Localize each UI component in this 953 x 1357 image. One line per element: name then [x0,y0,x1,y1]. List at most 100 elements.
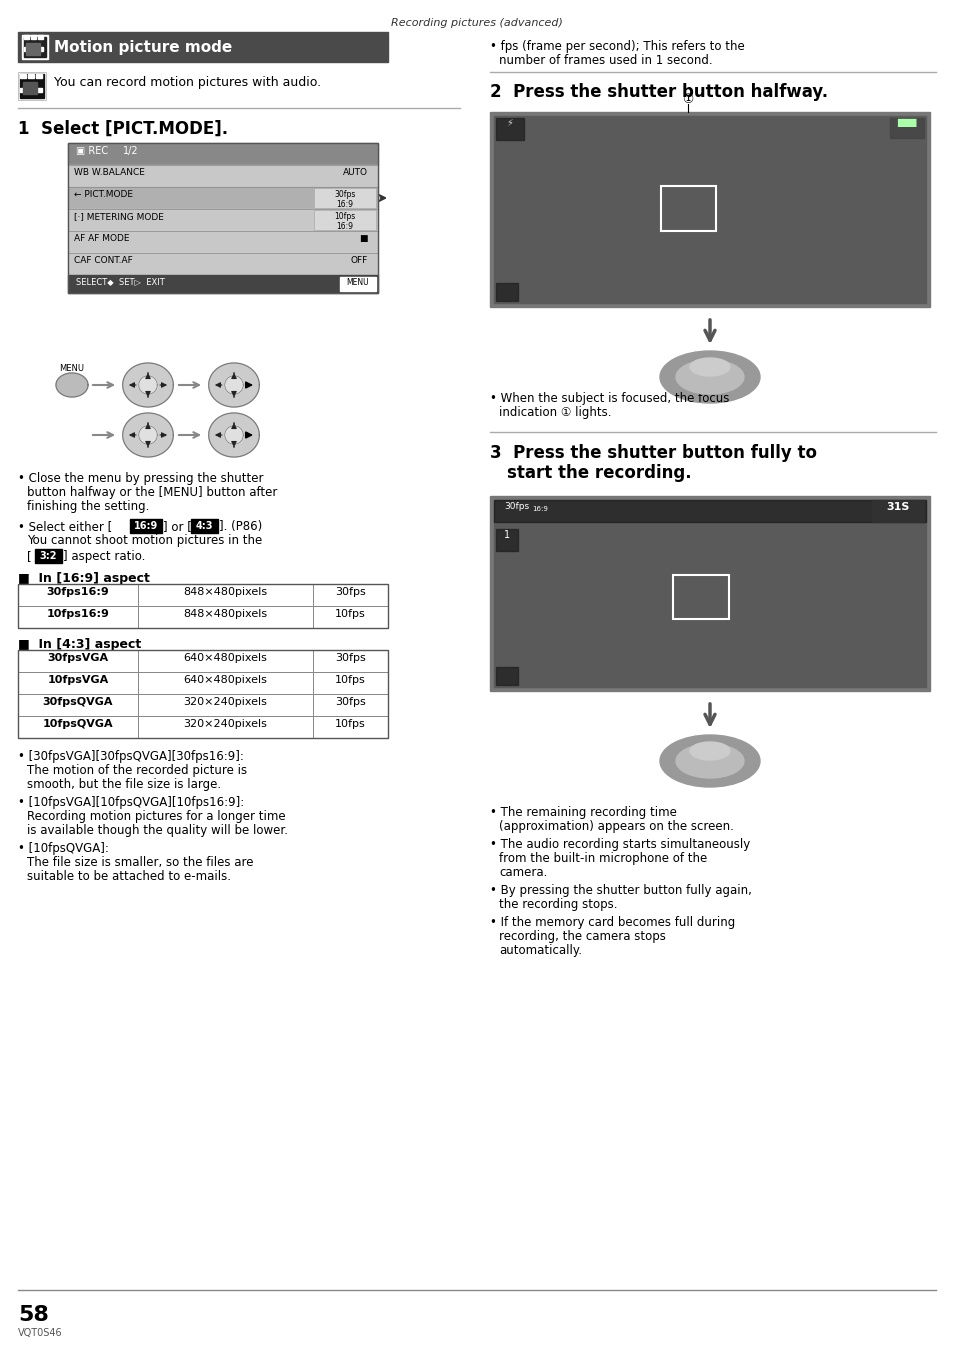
Ellipse shape [659,351,760,403]
Text: 30fps: 30fps [335,588,366,597]
Bar [24,47,29,52]
Text: Recording pictures (advanced): Recording pictures (advanced) [391,18,562,28]
Bar [18,72,46,100]
Bar [36,88,42,92]
Text: 58: 58 [18,1305,49,1324]
Text: indication ① lights.: indication ① lights. [498,406,611,419]
Text: • By pressing the shutter button fully again,: • By pressing the shutter button fully a… [490,883,751,897]
Text: The motion of the recorded picture is: The motion of the recorded picture is [27,764,247,778]
Polygon shape [225,376,243,395]
Text: VQT0S46: VQT0S46 [18,1329,63,1338]
Text: ] or [: ] or [ [163,520,192,533]
Text: Recording motion pictures for a longer time: Recording motion pictures for a longer t… [27,810,285,822]
Bar [889,118,923,138]
Text: 31S: 31S [885,502,909,512]
Text: • [30fpsVGA][30fpsQVGA][30fps16:9]:: • [30fpsVGA][30fpsQVGA][30fps16:9]: [18,750,244,763]
Bar [20,75,26,77]
Text: 10fps: 10fps [335,609,366,619]
Text: 10fpsVGA: 10fpsVGA [48,674,109,685]
Bar [191,518,218,533]
Text: 848×480pixels: 848×480pixels [183,609,267,619]
Text: • If the memory card becomes full during: • If the memory card becomes full during [490,916,735,930]
Bar [30,35,36,39]
Bar [494,499,925,687]
Text: ①: ① [681,94,693,106]
Bar [130,518,162,533]
Text: 10fps
16:9: 10fps 16:9 [334,212,355,232]
Text: smooth, but the file size is large.: smooth, but the file size is large. [27,778,221,791]
Bar [660,186,716,231]
Bar [38,35,43,39]
Text: You cannot shoot motion pictures in the: You cannot shoot motion pictures in the [27,535,262,547]
Text: (approximation) appears on the screen.: (approximation) appears on the screen. [498,820,733,833]
Text: ▣ REC: ▣ REC [76,147,114,156]
Text: 10fps16:9: 10fps16:9 [47,609,110,619]
Text: ← PICT.MODE: ← PICT.MODE [74,190,132,199]
Text: 10fps: 10fps [335,719,366,729]
Bar [18,33,388,62]
Text: 640×480pixels: 640×480pixels [183,653,267,664]
Bar [18,716,388,738]
Bar [18,584,388,628]
Text: CAF CONT.AF: CAF CONT.AF [74,256,132,265]
Text: 640×480pixels: 640×480pixels [183,674,267,685]
Bar [496,529,517,551]
Text: number of frames used in 1 second.: number of frames used in 1 second. [498,54,712,66]
Text: 2  Press the shutter button halfway.: 2 Press the shutter button halfway. [490,83,827,100]
Text: The file size is smaller, so the files are: The file size is smaller, so the files a… [27,856,253,868]
Text: ■: ■ [359,233,368,243]
Ellipse shape [659,735,760,787]
Bar [314,189,375,208]
Text: start the recording.: start the recording. [506,464,691,482]
Text: camera.: camera. [498,866,547,879]
Text: • Select either [: • Select either [ [18,520,112,533]
Text: 30fps: 30fps [335,697,366,707]
Ellipse shape [689,742,729,760]
Text: 30fpsVGA: 30fpsVGA [48,653,109,664]
Bar [494,115,925,303]
Text: 16:9: 16:9 [133,521,158,531]
Text: 1  Select [PICT.MODE].: 1 Select [PICT.MODE]. [18,119,228,138]
Text: 10fps: 10fps [335,674,366,685]
Text: 30fps
16:9: 30fps 16:9 [334,190,355,209]
Bar [339,277,375,290]
Text: • [10fpsVGA][10fpsQVGA][10fps16:9]:: • [10fpsVGA][10fpsQVGA][10fps16:9]: [18,797,244,809]
Text: AF AF MODE: AF AF MODE [74,233,130,243]
Bar [871,499,923,522]
Polygon shape [138,426,157,444]
Bar [38,47,43,52]
Text: ■  In [16:9] aspect: ■ In [16:9] aspect [18,573,150,585]
Bar [68,275,377,293]
Text: MENU: MENU [59,364,85,373]
Bar [68,166,377,187]
Bar [22,35,48,58]
Bar [24,37,46,57]
Text: recording, the camera stops: recording, the camera stops [498,930,665,943]
Text: • The remaining recording time: • The remaining recording time [490,806,677,820]
Bar [68,142,377,293]
Ellipse shape [689,358,729,376]
Text: SELECT◆  SET▷  EXIT: SELECT◆ SET▷ EXIT [76,277,165,286]
Text: [·] METERING MODE: [·] METERING MODE [74,212,164,221]
Bar [18,584,388,607]
Text: 320×240pixels: 320×240pixels [183,697,267,707]
Text: 848×480pixels: 848×480pixels [183,588,267,597]
Text: • [10fpsQVGA]:: • [10fpsQVGA]: [18,841,109,855]
Bar [68,142,377,166]
Text: is available though the quality will be lower.: is available though the quality will be … [27,824,288,837]
Text: MENU: MENU [346,278,369,286]
Text: 3  Press the shutter button fully to: 3 Press the shutter button fully to [490,444,816,461]
Text: You can record motion pictures with audio.: You can record motion pictures with audi… [54,76,321,90]
Text: 320×240pixels: 320×240pixels [183,719,267,729]
Text: [: [ [27,550,31,563]
Text: 30fps16:9: 30fps16:9 [47,588,110,597]
Text: finishing the setting.: finishing the setting. [27,499,150,513]
Text: suitable to be attached to e-mails.: suitable to be attached to e-mails. [27,870,231,883]
Text: • The audio recording starts simultaneously: • The audio recording starts simultaneou… [490,839,749,851]
Bar [28,75,34,77]
Text: 10fpsQVGA: 10fpsQVGA [43,719,113,729]
Bar [36,75,42,77]
Text: from the built-in microphone of the: from the built-in microphone of the [498,852,706,864]
Ellipse shape [676,744,743,778]
Bar [490,113,929,307]
